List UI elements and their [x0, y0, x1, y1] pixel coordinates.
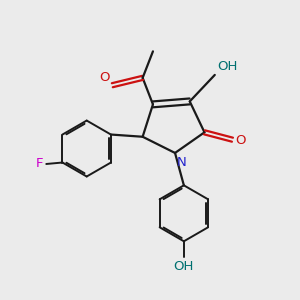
Text: O: O	[235, 134, 245, 147]
Text: F: F	[36, 158, 43, 170]
Text: O: O	[99, 71, 110, 84]
Text: N: N	[177, 156, 187, 169]
Text: OH: OH	[174, 260, 194, 273]
Text: OH: OH	[217, 60, 238, 73]
